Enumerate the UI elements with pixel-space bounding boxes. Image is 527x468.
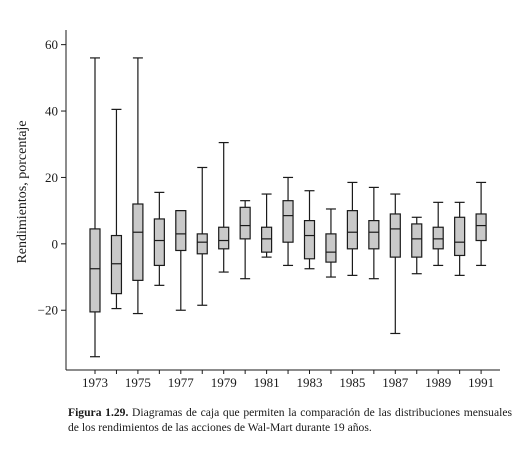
- box-iqr: [389, 213, 401, 258]
- x-tick-label: 1975: [125, 375, 151, 390]
- box-iqr: [175, 210, 187, 252]
- box-1976: [153, 191, 165, 286]
- box-iqr: [282, 200, 294, 243]
- box-1981: [261, 193, 273, 258]
- x-axis-ticks: 1973 1975 1977 1979 1981 1983 1985 1987 1989 1991: [82, 370, 494, 390]
- x-tick-label: 1979: [211, 375, 237, 390]
- box-1990: [454, 201, 466, 276]
- box-iqr: [454, 216, 466, 257]
- x-tick-label: 1973: [82, 375, 108, 390]
- y-tick-label: 0: [52, 236, 59, 251]
- box-iqr: [132, 203, 144, 281]
- y-tick-label: 20: [45, 170, 58, 185]
- box-iqr: [261, 226, 273, 253]
- box-iqr: [432, 226, 444, 250]
- box-iqr: [110, 234, 123, 295]
- box-iqr: [196, 233, 208, 255]
- box-1977: [175, 210, 187, 311]
- box-iqr: [89, 228, 101, 313]
- x-tick-label: 1977: [168, 375, 195, 390]
- box-1985: [346, 181, 358, 276]
- box-iqr: [346, 210, 358, 250]
- box-iqr: [153, 218, 165, 267]
- y-tick-label: 60: [45, 37, 58, 52]
- box-iqr: [368, 220, 380, 250]
- box-1973: [89, 57, 101, 358]
- figure-caption-label: Figura 1.29.: [68, 406, 129, 419]
- box-1987: [389, 193, 401, 335]
- box-1988: [411, 216, 423, 275]
- y-axis-label: Rendimientos, porcentaje: [15, 120, 30, 263]
- figure-caption: Figura 1.29. Diagramas de caja que permi…: [68, 405, 512, 435]
- box-1986: [368, 186, 380, 280]
- y-tick-label: −20: [38, 303, 58, 318]
- box-iqr: [475, 213, 487, 242]
- box-1984: [325, 208, 337, 278]
- box-iqr: [303, 220, 316, 260]
- box-iqr: [239, 206, 251, 240]
- box-1979: [218, 141, 230, 273]
- y-axis-ticks: −20 0 20 40 60: [38, 37, 66, 318]
- x-tick-label: 1991: [468, 375, 494, 390]
- y-tick-label: 40: [45, 104, 58, 119]
- box-1983: [303, 190, 316, 270]
- plot-frame: [65, 30, 500, 371]
- box-1975: [132, 57, 144, 315]
- figure-caption-text: Diagramas de caja que permiten la compar…: [68, 406, 512, 434]
- box-iqr: [218, 226, 230, 250]
- box-1980: [239, 200, 251, 280]
- box-series: [89, 57, 487, 358]
- x-tick-label: 1987: [382, 375, 409, 390]
- x-tick-label: 1981: [254, 375, 280, 390]
- box-1974: [110, 108, 123, 310]
- box-iqr: [325, 233, 337, 263]
- x-tick-label: 1985: [339, 375, 365, 390]
- box-iqr: [411, 223, 423, 258]
- box-1989: [432, 201, 444, 267]
- box-1982: [282, 176, 294, 267]
- x-tick-label: 1989: [425, 375, 451, 390]
- x-tick-label: 1983: [297, 375, 323, 390]
- box-1991: [475, 181, 487, 267]
- box-1978: [196, 166, 208, 306]
